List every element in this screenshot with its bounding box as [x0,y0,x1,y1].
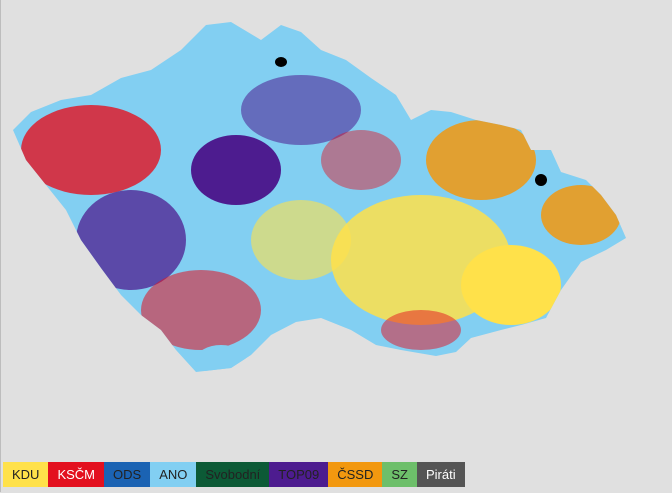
region-fill [196,345,246,372]
region-fill [381,310,461,350]
legend-item[interactable]: Piráti [417,462,465,487]
legend-item[interactable]: ODS [104,462,151,487]
municipalities [13,22,626,372]
legend-item[interactable]: SZ [382,462,417,487]
region-fill [241,75,361,145]
region-fill [251,200,351,280]
legend-item[interactable]: Svobodní [196,462,270,487]
region-fill [191,135,281,205]
region-fill [541,185,621,245]
region-fill [141,270,261,350]
legend-item[interactable]: KDU [3,462,49,487]
legend: KDU KSČM ODS ANO Svobodní TOP09 ČSSD SZ Piráti [3,462,465,487]
region-fill [76,190,186,290]
region-fill [21,105,161,195]
legend-item[interactable]: ČSSD [328,462,383,487]
region-fill [275,57,287,67]
legend-item[interactable]: ANO [150,462,197,487]
election-map [13,22,626,372]
region-fill [321,130,401,190]
legend-item[interactable]: TOP09 [269,462,329,487]
legend-item[interactable]: KSČM [48,462,105,487]
region-fill [461,245,561,325]
region-fill [426,120,536,200]
region-fill [535,174,547,186]
